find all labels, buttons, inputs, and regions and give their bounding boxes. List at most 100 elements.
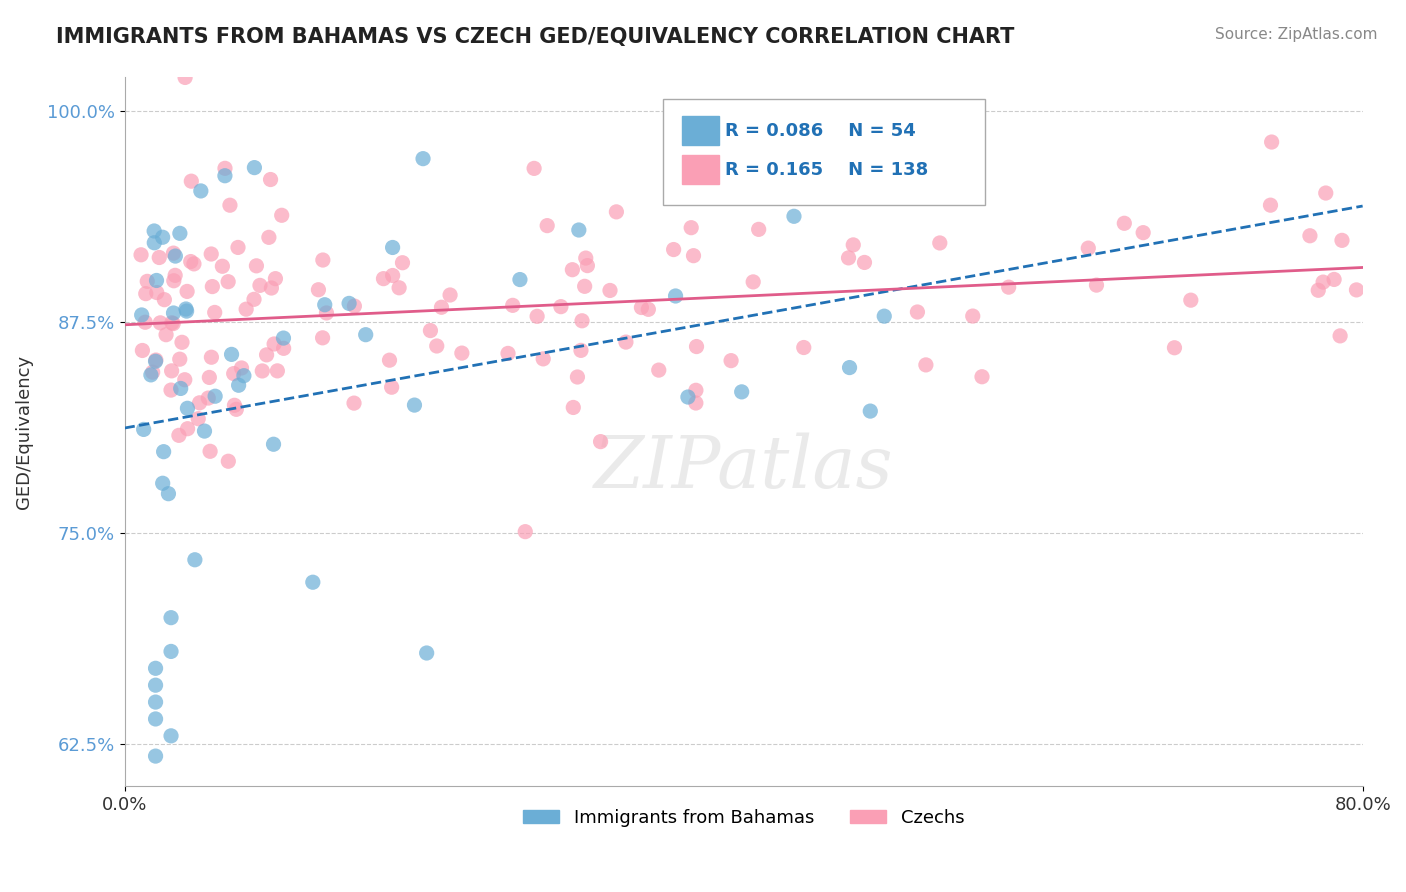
Immigrants from Bahamas [152,230,174,244]
Czechs [391,256,413,270]
Czechs [561,262,583,277]
Czechs [589,434,612,449]
Immigrants from Bahamas [143,235,166,250]
Immigrants from Bahamas [263,437,285,451]
Czechs [550,300,572,314]
Czechs [531,351,554,366]
Immigrants from Bahamas [145,678,167,692]
Czechs [742,275,765,289]
Text: IMMIGRANTS FROM BAHAMAS VS CZECH GED/EQUIVALENCY CORRELATION CHART: IMMIGRANTS FROM BAHAMAS VS CZECH GED/EQU… [56,27,1015,46]
Czechs [907,305,929,319]
Czechs [245,259,267,273]
Czechs [605,205,627,219]
Immigrants from Bahamas [152,476,174,491]
Czechs [685,396,707,410]
Immigrants from Bahamas [184,553,207,567]
Immigrants from Bahamas [243,161,266,175]
Czechs [793,341,815,355]
Immigrants from Bahamas [143,224,166,238]
Czechs [1330,233,1353,247]
Czechs [163,274,186,288]
Czechs [260,281,283,295]
Immigrants from Bahamas [132,422,155,436]
Czechs [160,383,183,397]
Immigrants from Bahamas [145,695,167,709]
Czechs [381,380,404,394]
Czechs [160,316,183,330]
Czechs [257,230,280,244]
Immigrants from Bahamas [859,404,882,418]
Czechs [1329,329,1351,343]
Immigrants from Bahamas [152,444,174,458]
Czechs [315,306,337,320]
Czechs [197,391,219,405]
Czechs [630,301,652,315]
Immigrants from Bahamas [214,169,236,183]
Bar [682,155,718,184]
Text: R = 0.165    N = 138: R = 0.165 N = 138 [725,161,928,178]
Czechs [162,317,184,331]
Immigrants from Bahamas [162,306,184,320]
Immigrants from Bahamas [232,368,254,383]
Immigrants from Bahamas [165,249,187,263]
Czechs [131,343,153,358]
Czechs [685,384,707,398]
Text: R = 0.086    N = 54: R = 0.086 N = 54 [725,121,915,140]
Czechs [1085,278,1108,293]
Czechs [1180,293,1202,308]
Immigrants from Bahamas [676,390,699,404]
Czechs [569,343,592,358]
Czechs [853,255,876,269]
Czechs [217,454,239,468]
Immigrants from Bahamas [145,354,167,368]
Czechs [145,353,167,368]
Immigrants from Bahamas [145,749,167,764]
Czechs [259,172,281,186]
Legend: Immigrants from Bahamas, Czechs: Immigrants from Bahamas, Czechs [516,802,972,834]
Immigrants from Bahamas [145,273,167,287]
Czechs [614,335,637,350]
Czechs [515,524,537,539]
Immigrants from Bahamas [176,401,198,416]
Bar [682,117,718,145]
Czechs [571,314,593,328]
Czechs [682,249,704,263]
Czechs [426,339,449,353]
Czechs [536,219,558,233]
Immigrants from Bahamas [838,360,860,375]
Czechs [264,271,287,285]
Czechs [149,316,172,330]
Immigrants from Bahamas [412,152,434,166]
Czechs [1163,341,1185,355]
Czechs [148,251,170,265]
Czechs [1299,228,1322,243]
Czechs [252,364,274,378]
Immigrants from Bahamas [193,424,215,438]
Immigrants from Bahamas [314,298,336,312]
Czechs [599,284,621,298]
Czechs [204,305,226,319]
Czechs [198,444,221,458]
Czechs [225,402,247,417]
Immigrants from Bahamas [664,289,686,303]
Czechs [997,280,1019,294]
Immigrants from Bahamas [174,301,197,316]
Immigrants from Bahamas [381,240,404,254]
Czechs [217,275,239,289]
Immigrants from Bahamas [873,309,896,323]
Czechs [681,220,703,235]
Czechs [162,246,184,260]
Czechs [136,274,159,288]
Czechs [183,257,205,271]
Czechs [523,161,546,176]
Czechs [430,300,453,314]
Czechs [273,342,295,356]
Immigrants from Bahamas [176,304,198,318]
Czechs [496,346,519,360]
Czechs [562,401,585,415]
Text: Source: ZipAtlas.com: Source: ZipAtlas.com [1215,27,1378,42]
Czechs [343,396,366,410]
Czechs [1132,226,1154,240]
Immigrants from Bahamas [157,486,180,500]
Czechs [170,335,193,350]
